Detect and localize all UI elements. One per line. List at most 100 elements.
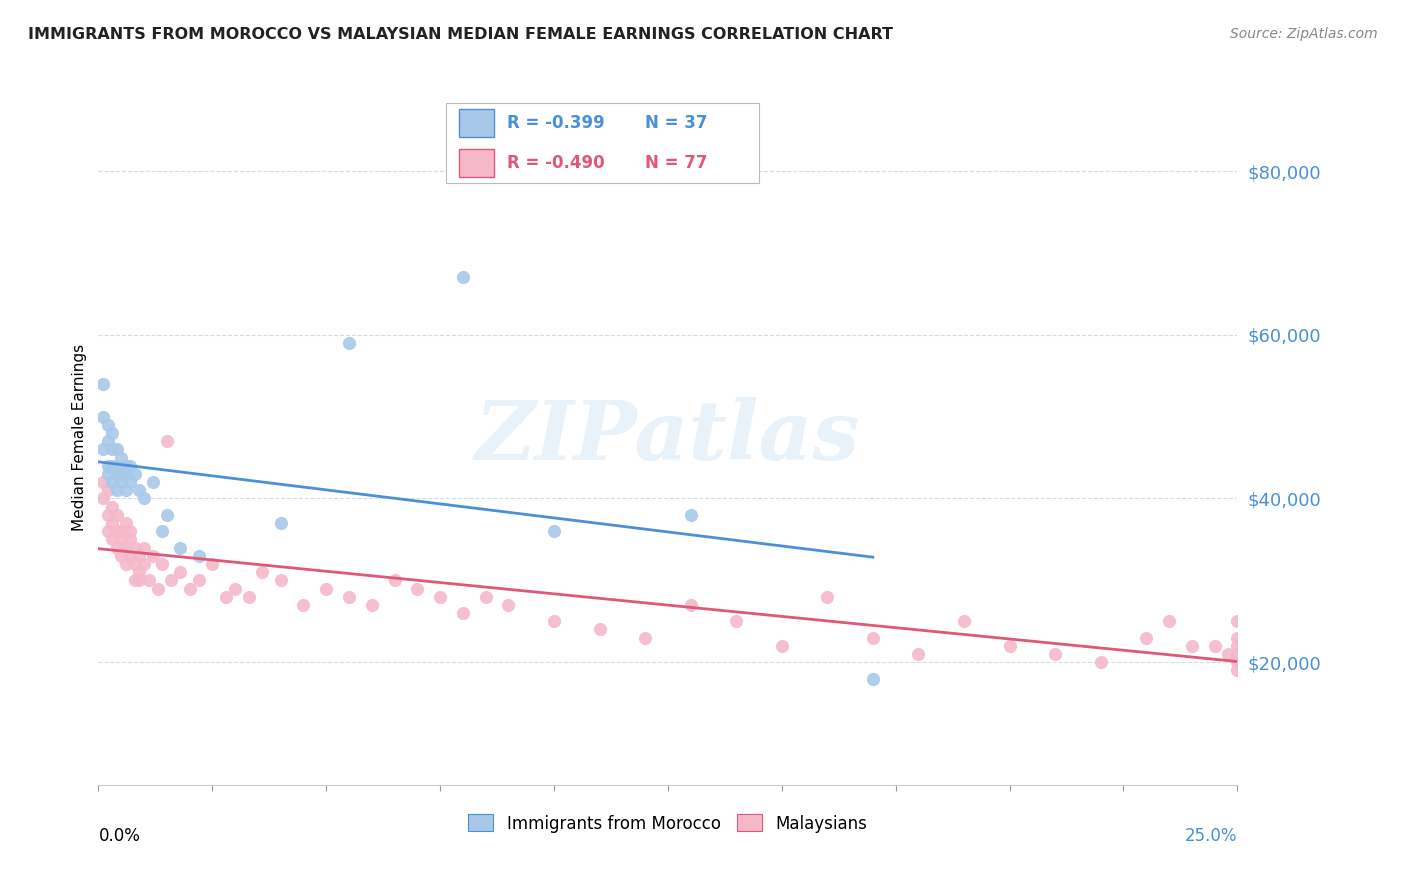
Point <box>634 631 657 645</box>
Point <box>120 475 142 489</box>
Point <box>429 590 451 604</box>
Point <box>1226 639 1249 653</box>
Point <box>138 574 160 588</box>
Point <box>179 582 201 596</box>
Point <box>150 557 173 571</box>
Point <box>101 516 124 530</box>
Point <box>132 491 155 506</box>
Point <box>292 598 315 612</box>
Point <box>474 590 496 604</box>
Point <box>1226 647 1249 661</box>
Point <box>91 409 114 424</box>
Point <box>96 524 118 539</box>
Point <box>543 524 565 539</box>
Point <box>815 590 838 604</box>
Point <box>1181 639 1204 653</box>
Point <box>96 508 118 522</box>
Point <box>998 639 1021 653</box>
Point <box>1226 664 1249 678</box>
Point <box>110 467 132 481</box>
Point <box>124 574 146 588</box>
FancyBboxPatch shape <box>460 149 494 177</box>
Legend: Immigrants from Morocco, Malaysians: Immigrants from Morocco, Malaysians <box>461 808 875 839</box>
Point <box>1226 631 1249 645</box>
Point <box>156 434 179 449</box>
Point <box>96 467 118 481</box>
Point <box>384 574 406 588</box>
Point <box>114 557 136 571</box>
Point <box>1090 655 1112 669</box>
Y-axis label: Median Female Earnings: Median Female Earnings <box>72 343 87 531</box>
Point <box>451 606 474 620</box>
Point <box>169 541 191 555</box>
Point <box>142 475 165 489</box>
Point <box>337 335 360 350</box>
Point <box>588 623 610 637</box>
Point <box>120 458 142 473</box>
Point <box>110 533 132 547</box>
FancyBboxPatch shape <box>446 103 759 183</box>
Point <box>101 425 124 440</box>
Point <box>110 475 132 489</box>
Text: R = -0.490: R = -0.490 <box>508 154 605 172</box>
Point <box>105 508 128 522</box>
Point <box>132 541 155 555</box>
Text: R = -0.399: R = -0.399 <box>508 114 605 132</box>
Point <box>270 516 292 530</box>
Point <box>91 376 114 391</box>
Point <box>91 442 114 457</box>
Point <box>337 590 360 604</box>
Point <box>128 574 150 588</box>
Point <box>110 524 132 539</box>
Point <box>406 582 429 596</box>
Point <box>679 598 702 612</box>
Point <box>150 524 173 539</box>
Point <box>498 598 520 612</box>
Point <box>105 541 128 555</box>
Point <box>187 549 209 563</box>
Point <box>128 565 150 579</box>
Point <box>160 574 183 588</box>
Point <box>252 565 274 579</box>
Point <box>101 442 124 457</box>
Point <box>270 574 292 588</box>
Point <box>128 549 150 563</box>
Point <box>128 483 150 498</box>
Text: 25.0%: 25.0% <box>1185 827 1237 845</box>
Text: N = 37: N = 37 <box>645 114 707 132</box>
Text: ZIPatlas: ZIPatlas <box>475 397 860 477</box>
Point <box>142 549 165 563</box>
Point <box>146 582 169 596</box>
Point <box>91 491 114 506</box>
Point <box>238 590 260 604</box>
Point <box>105 483 128 498</box>
Point <box>187 574 209 588</box>
Point <box>91 475 114 489</box>
Point <box>124 541 146 555</box>
Point <box>1043 647 1066 661</box>
Point <box>96 434 118 449</box>
Point <box>124 557 146 571</box>
Point <box>543 614 565 628</box>
Point <box>1226 655 1249 669</box>
Point <box>215 590 238 604</box>
Point <box>120 524 142 539</box>
Point <box>105 442 128 457</box>
Point <box>315 582 337 596</box>
Point <box>1135 631 1157 645</box>
Point <box>1218 647 1240 661</box>
Point <box>101 458 124 473</box>
Text: IMMIGRANTS FROM MOROCCO VS MALAYSIAN MEDIAN FEMALE EARNINGS CORRELATION CHART: IMMIGRANTS FROM MOROCCO VS MALAYSIAN MED… <box>28 27 893 42</box>
Point <box>770 639 793 653</box>
Point <box>114 483 136 498</box>
Point <box>114 541 136 555</box>
Text: N = 77: N = 77 <box>645 154 707 172</box>
Point <box>96 417 118 432</box>
Point <box>101 475 124 489</box>
Point <box>120 533 142 547</box>
Point <box>96 458 118 473</box>
Point <box>360 598 382 612</box>
Point <box>156 508 179 522</box>
Point <box>114 516 136 530</box>
Point <box>114 458 136 473</box>
